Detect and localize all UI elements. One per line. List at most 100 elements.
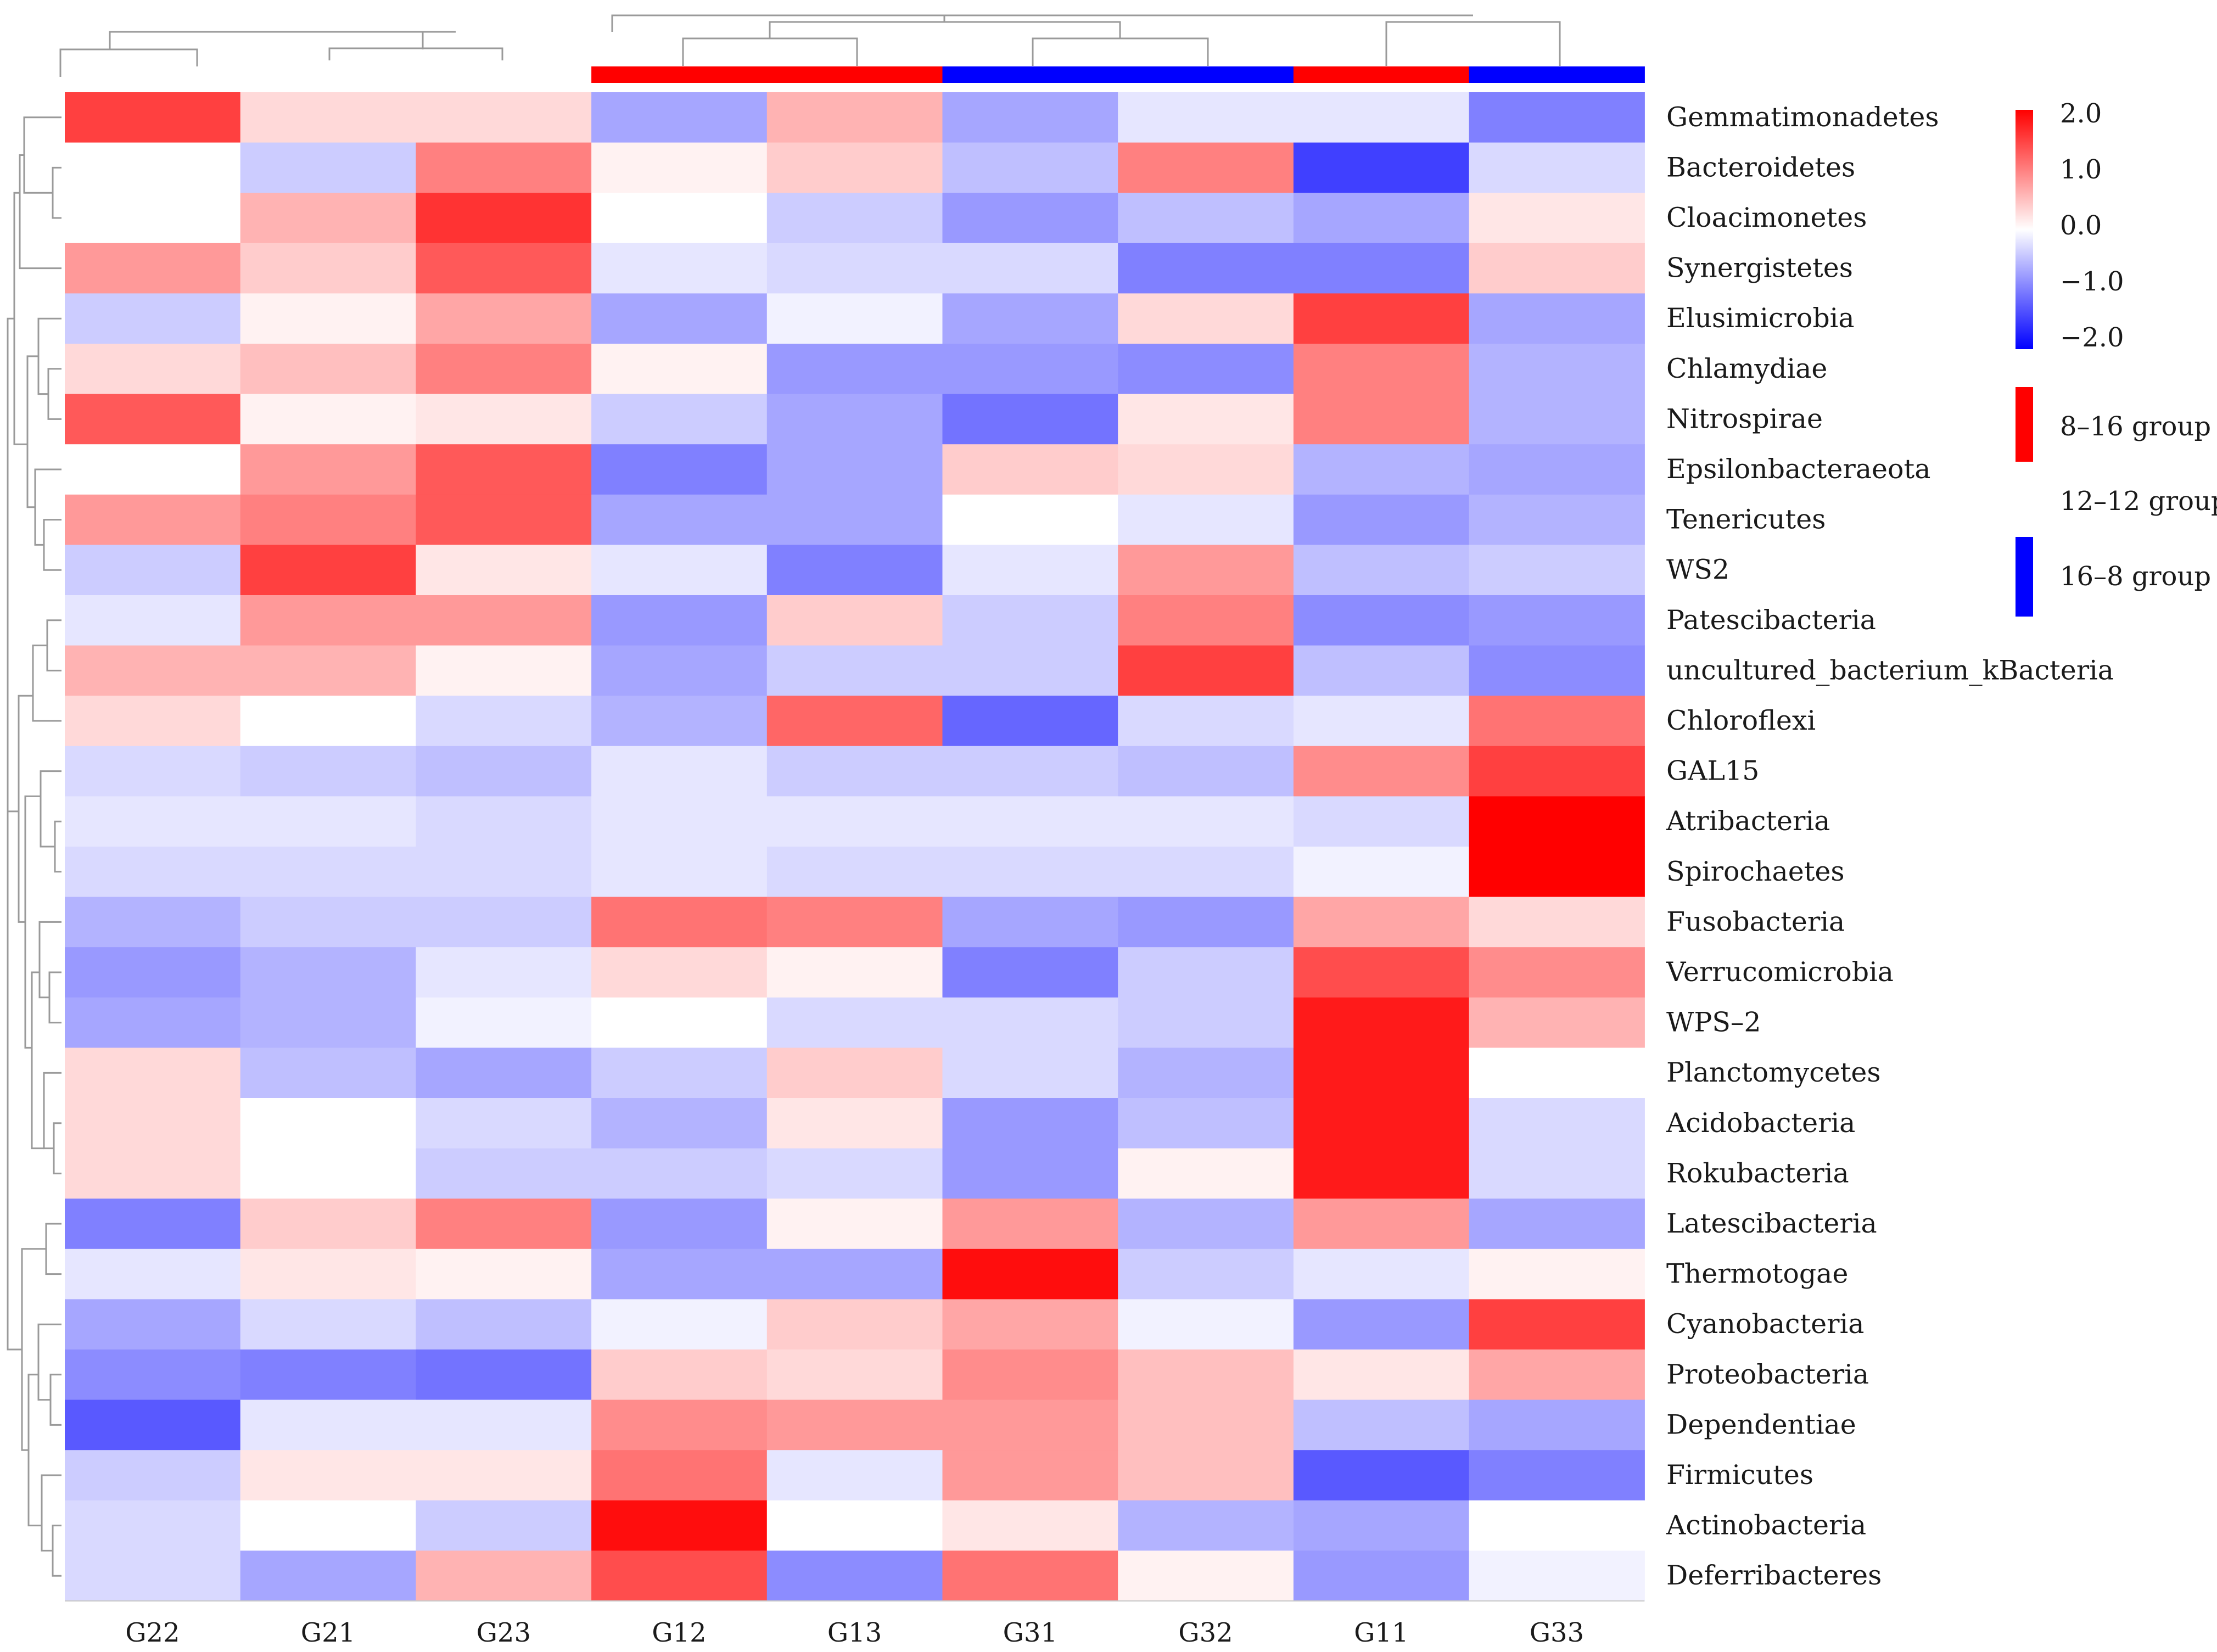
heatmap-cell: [1118, 796, 1294, 847]
heatmap-cell: [240, 1550, 416, 1601]
column-group-marker: [766, 66, 943, 83]
heatmap-cell: [1469, 1450, 1645, 1501]
group-legend: 8–16 group 12–12 group 16–8 group: [2016, 387, 2217, 617]
heatmap-cell: [1118, 293, 1294, 344]
heatmap-cell: [65, 1399, 241, 1451]
heatmap-cell: [766, 193, 943, 244]
heatmap-cell: [766, 1098, 943, 1149]
heatmap-cell: [591, 746, 768, 797]
column-group-marker: [1293, 66, 1470, 83]
heatmap-cell: [1118, 1450, 1294, 1501]
dendrogram-branch: [43, 1072, 61, 1150]
heatmap-cell: [65, 1450, 241, 1501]
heatmap-cell: [1293, 293, 1470, 344]
heatmap-cell: [1293, 1500, 1470, 1551]
heatmap-cell: [240, 92, 416, 143]
heatmap-cell: [591, 1199, 768, 1250]
column-label: G22: [125, 1617, 180, 1648]
heatmap-cell: [1293, 1098, 1470, 1149]
heatmap-cell: [240, 1148, 416, 1199]
heatmap-cell: [240, 746, 416, 797]
heatmap-cell: [591, 1500, 768, 1551]
row-label: Thermotogae: [1666, 1258, 1848, 1290]
heatmap-cell: [942, 1248, 1118, 1300]
heatmap-cell: [591, 444, 768, 495]
legend-label: 12–12 group: [2060, 486, 2217, 517]
heatmap-cell: [591, 897, 768, 948]
heatmap-cell: [591, 293, 768, 344]
row-label: WPS–2: [1666, 1007, 1761, 1038]
heatmap-cell: [416, 344, 592, 395]
heatmap-cell: [1293, 243, 1470, 294]
column-label: G31: [1003, 1617, 1057, 1648]
heatmap-cell: [1293, 1299, 1470, 1350]
column-group-marker: [591, 66, 768, 83]
dendrogram-branch: [52, 166, 61, 219]
heatmap-cell: [416, 997, 592, 1048]
heatmap-cell: [942, 243, 1118, 294]
dendrogram-branch: [24, 795, 41, 1049]
heatmap-cell: [942, 293, 1118, 344]
heatmap-cell: [766, 847, 943, 898]
heatmap-cell: [1293, 595, 1470, 646]
row-label: Tenericutes: [1666, 504, 1826, 535]
heatmap-cell: [766, 796, 943, 847]
heatmap-cell: [1118, 1550, 1294, 1601]
heatmap-cell: [591, 193, 768, 244]
heatmap-cell: [416, 92, 592, 143]
row-label: Spirochaetes: [1666, 856, 1845, 887]
heatmap-cell: [65, 1349, 241, 1401]
heatmap-cell: [766, 645, 943, 696]
dendrogram-branch: [47, 368, 61, 420]
heatmap-cell: [65, 1299, 241, 1350]
heatmap-cell: [65, 1199, 241, 1250]
row-label: Elusimicrobia: [1666, 303, 1855, 334]
column-label: G21: [301, 1617, 355, 1648]
heatmap-cell: [1469, 1550, 1645, 1601]
heatmap-cell: [766, 1450, 943, 1501]
heatmap-cell: [65, 444, 241, 495]
heatmap-cell: [1469, 1349, 1645, 1401]
heatmap-cell: [65, 293, 241, 344]
heatmap-cell: [65, 696, 241, 747]
row-label: Acidobacteria: [1666, 1107, 1855, 1139]
heatmap-cell: [1293, 1148, 1470, 1199]
row-label: WS2: [1666, 554, 1729, 585]
heatmap-cell: [1118, 1399, 1294, 1451]
heatmap-cell: [1469, 142, 1645, 193]
heatmap-cell: [240, 847, 416, 898]
row-label: GAL15: [1666, 755, 1759, 787]
heatmap-cell: [1469, 897, 1645, 948]
heatmap-cell: [1469, 1299, 1645, 1350]
heatmap-cell: [240, 193, 416, 244]
heatmap-cell: [942, 595, 1118, 646]
heatmap-cell: [1293, 645, 1470, 696]
heatmap-cell: [1469, 92, 1645, 143]
legend-label: 8–16 group: [2060, 411, 2211, 442]
row-label: Gemmatimonadetes: [1666, 102, 1939, 133]
heatmap-cell: [1118, 645, 1294, 696]
heatmap-cell: [766, 494, 943, 545]
dendrogram-branch: [13, 192, 27, 445]
heatmap-cell: [1118, 142, 1294, 193]
legend-label: 16–8 group: [2060, 561, 2211, 592]
heatmap-cell: [1469, 293, 1645, 344]
heatmap-cell: [942, 1550, 1118, 1601]
heatmap-cell: [766, 344, 943, 395]
heatmap-cell: [416, 947, 592, 998]
heatmap-cell: [240, 1199, 416, 1250]
row-label: Deferribacteres: [1666, 1560, 1882, 1591]
heatmap-cell: [240, 1450, 416, 1501]
heatmap-cell: [416, 1199, 592, 1250]
heatmap-cell: [1293, 1048, 1470, 1099]
dendrogram-branch: [7, 317, 22, 1351]
heatmap-cell: [591, 243, 768, 294]
dendrogram-branch: [31, 971, 44, 1150]
heatmap-cell: [416, 1450, 592, 1501]
heatmap-cell: [1469, 746, 1645, 797]
heatmap-cell: [240, 444, 416, 495]
row-label: Epsilonbacteraeota: [1666, 453, 1930, 485]
heatmap-cell: [1293, 997, 1470, 1048]
colorbar-gradient: [2016, 110, 2033, 349]
heatmap-cell: [240, 1248, 416, 1300]
